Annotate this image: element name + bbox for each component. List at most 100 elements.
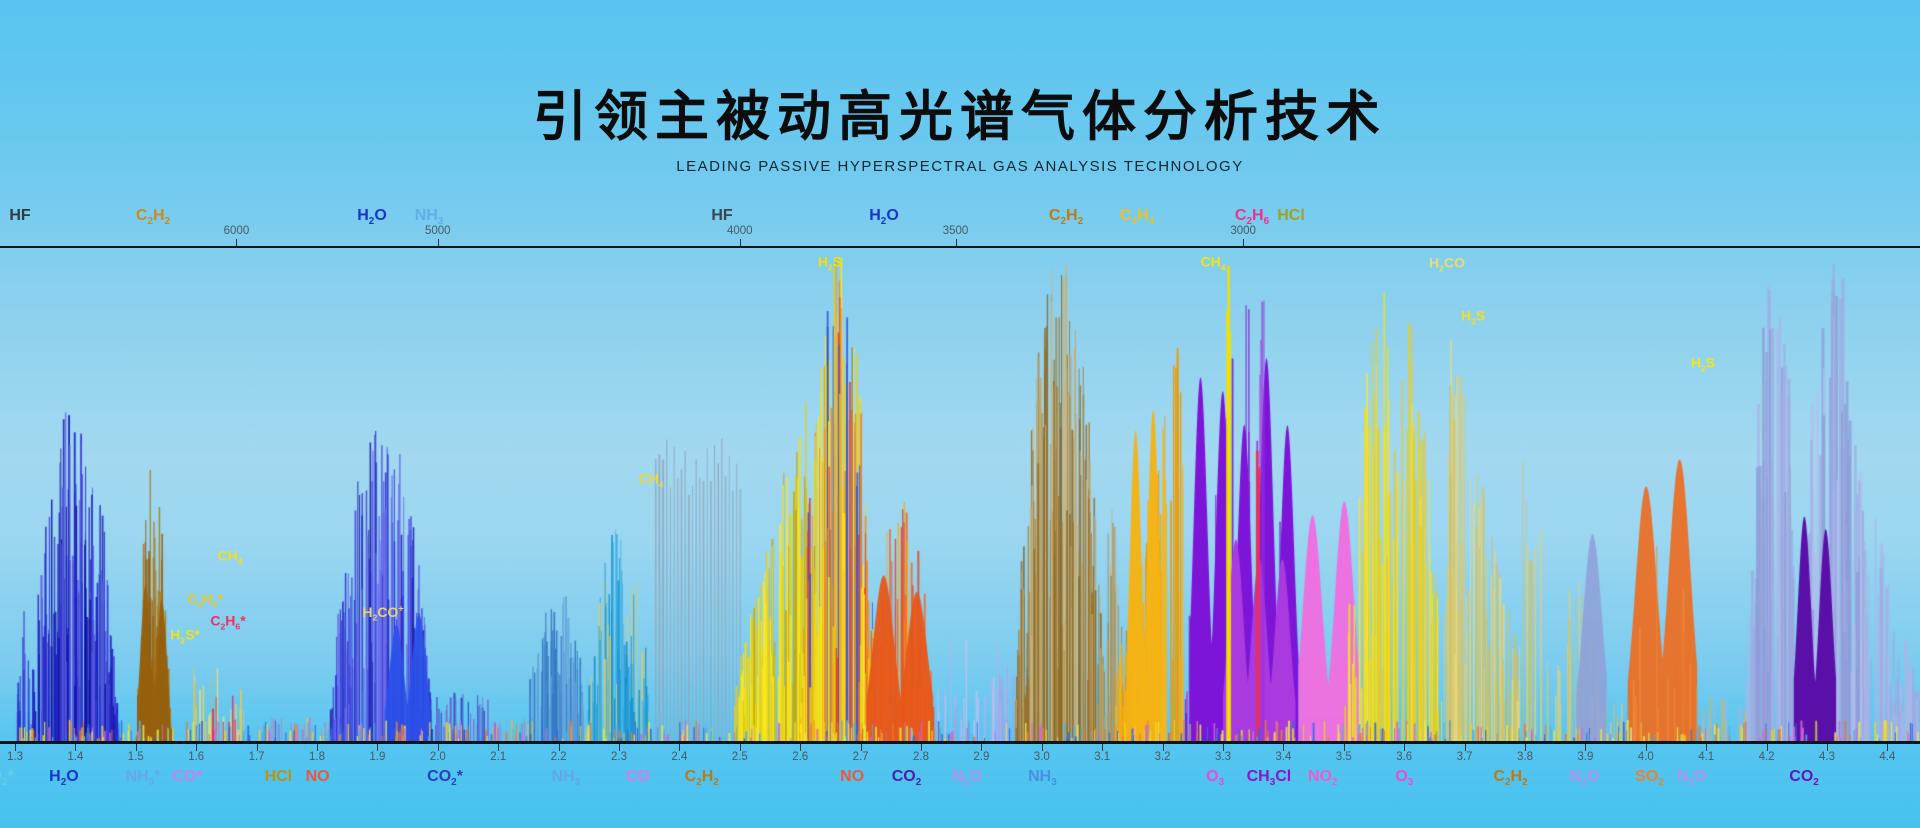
top-species-label: H2O	[357, 207, 387, 228]
bottom-axis-tick-label: 1.7	[248, 751, 265, 763]
top-species-label: HCl	[1277, 207, 1305, 224]
top-species-label: C2H4	[1119, 207, 1155, 228]
bottom-axis-tick	[437, 744, 439, 751]
bottom-species-label: CO*	[172, 768, 203, 785]
bottom-axis-tick	[498, 744, 500, 751]
bottom-species-label: SO2	[1635, 768, 1664, 789]
top-species-label: C2H6	[1234, 207, 1270, 228]
bottom-axis-tick	[75, 744, 77, 751]
bottom-axis-tick-label: 1.4	[67, 751, 84, 763]
bottom-axis-tick-label: 2.6	[792, 751, 809, 763]
bottom-axis-tick-label: 4.1	[1698, 751, 1715, 763]
bottom-species-label: O2*	[0, 768, 14, 789]
top-species-label: HF	[9, 207, 31, 224]
bottom-axis-tick	[1887, 744, 1889, 751]
plot-species-label: C2H6*	[210, 612, 246, 632]
bottom-axis-tick	[679, 744, 681, 751]
bottom-axis-tick	[1766, 744, 1768, 751]
top-axis-tick-label: 6000	[223, 225, 250, 237]
bottom-species-label: NO2	[1307, 768, 1338, 789]
bottom-axis-tick-label: 1.6	[188, 751, 205, 763]
bottom-axis-tick-label: 3.1	[1094, 751, 1111, 763]
bottom-axis-tick	[1283, 744, 1285, 751]
bottom-species-label: NH3	[1028, 768, 1057, 789]
bottom-species-label: NO	[840, 768, 865, 785]
plot-species-label: H2S*	[170, 626, 200, 646]
top-species-label: C2H2	[135, 207, 171, 228]
top-axis-tick	[739, 239, 741, 246]
bottom-axis-tick-label: 2.0	[429, 751, 446, 763]
bottom-axis-tick-label: 1.8	[309, 751, 325, 763]
bottom-species-label: CH3Cl	[1246, 768, 1292, 789]
top-axis-tick-label: 4000	[727, 225, 753, 237]
top-axis-tick	[955, 239, 957, 246]
top-axis-tick-label: 3500	[942, 225, 969, 237]
bottom-axis-tick-label: 3.2	[1154, 751, 1171, 763]
bottom-axis-tick	[619, 744, 620, 751]
bottom-species-label: O3	[1206, 768, 1225, 789]
bottom-axis-tick-label: 1.5	[127, 751, 144, 763]
bottom-axis-tick	[981, 744, 983, 751]
bottom-axis-tick-label: 3.3	[1215, 751, 1231, 763]
bottom-axis-tick-label: 3.5	[1335, 751, 1352, 763]
bottom-species-label: C2H2	[684, 768, 719, 789]
bottom-axis-tick	[860, 744, 862, 751]
bottom-axis-tick-label: 3.7	[1456, 751, 1473, 763]
bottom-axis-line	[0, 741, 1920, 744]
page-title: 引领主被动高光谱气体分析技术	[533, 87, 1387, 147]
bottom-axis-tick	[800, 744, 802, 751]
bottom-axis-tick-label: 2.8	[913, 751, 929, 763]
bottom-axis-tick-label: 3.0	[1033, 751, 1050, 763]
plot-species-label: H2S	[817, 253, 843, 273]
plot-species-label: CH4	[638, 470, 664, 490]
bottom-species-label: NH3*	[125, 768, 161, 789]
bottom-species-label: NO	[305, 768, 330, 785]
plot-species-label: H2S	[1460, 307, 1486, 327]
top-axis-tick	[437, 239, 439, 246]
bottom-axis-tick	[921, 744, 922, 751]
bottom-axis-tick	[1464, 744, 1466, 751]
bottom-axis-tick	[1404, 744, 1406, 751]
bottom-axis-tick-label: 3.4	[1275, 751, 1292, 763]
bottom-axis-tick	[1343, 744, 1345, 751]
bottom-species-label: CO2	[891, 768, 922, 789]
bottom-species-label: HCl	[264, 768, 293, 785]
bottom-axis-tick	[1827, 744, 1828, 751]
top-species-label: NH3	[414, 207, 444, 228]
bottom-axis-tick	[1645, 744, 1647, 751]
bottom-axis-tick-label: 3.9	[1577, 751, 1594, 763]
bottom-axis-tick	[1706, 744, 1708, 751]
bottom-axis-tick	[1585, 744, 1587, 751]
bottom-axis-tick	[1525, 744, 1526, 751]
bottom-axis-tick-label: 4.4	[1879, 751, 1896, 763]
bottom-species-label: H2O	[49, 768, 79, 789]
bottom-species-label: NH3	[551, 768, 581, 789]
bottom-axis-tick	[1162, 744, 1164, 751]
plot-species-label: H2S	[1690, 354, 1716, 374]
bottom-axis-tick-label: 4.0	[1637, 751, 1654, 763]
bottom-species-label: CO	[625, 768, 650, 785]
top-species-label: H2O	[869, 207, 899, 228]
top-axis-tick-label: 3000	[1230, 225, 1256, 237]
page-subtitle: LEADING PASSIVE HYPERSPECTRAL GAS ANALYS…	[676, 158, 1244, 175]
bottom-axis-tick-label: 3.8	[1517, 751, 1533, 763]
bottom-axis-tick-label: 2.4	[671, 751, 688, 763]
bottom-species-label: N2O	[952, 768, 982, 789]
bottom-axis-tick-label: 1.3	[7, 751, 23, 763]
bottom-species-label: CO2	[1789, 768, 1819, 789]
bottom-axis-tick	[256, 744, 258, 751]
bottom-axis-tick	[377, 744, 379, 751]
bottom-axis-tick	[739, 744, 741, 751]
plot-species-label: CH4	[1200, 253, 1226, 273]
bottom-axis-tick-label: 3.6	[1396, 751, 1413, 763]
plot-species-label: H2CO+	[362, 603, 404, 623]
bottom-axis-tick-label: 2.7	[852, 751, 869, 763]
top-axis-tick	[1243, 239, 1245, 246]
top-axis-tick	[236, 239, 238, 246]
bottom-axis-tick-label: 2.9	[973, 751, 990, 763]
bottom-axis-tick-label: 2.3	[611, 751, 627, 763]
top-axis-tick-label: 5000	[425, 225, 451, 237]
bottom-axis-tick-label: 4.2	[1758, 751, 1775, 763]
